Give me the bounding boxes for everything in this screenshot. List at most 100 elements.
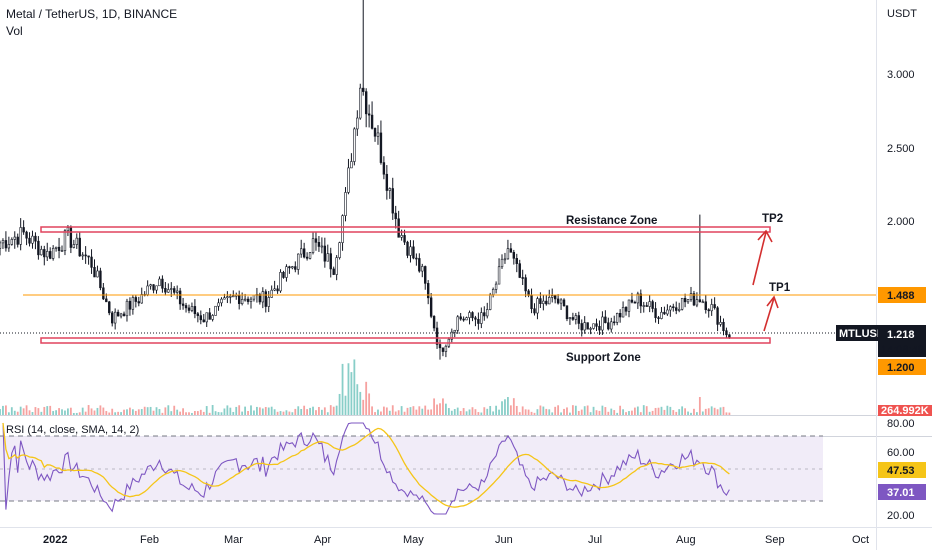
candle — [601, 316, 604, 331]
volume-bar — [663, 409, 666, 415]
candle — [149, 284, 152, 287]
volume-bar — [87, 405, 90, 415]
volume-bar — [498, 409, 500, 415]
volume-bar — [261, 408, 264, 415]
volume-bar — [226, 405, 229, 415]
candle — [453, 329, 456, 333]
volume-bar — [276, 411, 279, 415]
volume-bar — [10, 407, 13, 415]
candle — [654, 308, 657, 318]
candle — [598, 326, 601, 331]
candle — [116, 311, 120, 317]
candle — [364, 91, 368, 115]
volume-bar — [533, 412, 536, 415]
volume-bar — [129, 407, 131, 415]
volume-bar — [326, 412, 329, 415]
volume-bar — [264, 406, 267, 415]
rsi-value-tag-text: 37.01 — [887, 487, 915, 499]
candle — [618, 313, 622, 318]
candle — [49, 251, 52, 259]
volume-bar — [359, 391, 362, 415]
candle — [184, 305, 188, 309]
candle — [494, 283, 498, 290]
volume-bar — [96, 407, 99, 415]
candle — [99, 270, 102, 289]
volume-bar — [524, 409, 527, 415]
candle — [689, 293, 693, 300]
resistance-zone[interactable] — [40, 226, 771, 233]
volume-bar — [297, 406, 300, 415]
volume-bar — [67, 408, 69, 415]
candle — [134, 297, 138, 302]
volume-bar — [111, 408, 114, 415]
volume-bar — [560, 412, 562, 415]
volume-bar — [120, 412, 122, 415]
volume-bar — [554, 406, 557, 415]
candle — [261, 291, 265, 303]
volume-bar — [483, 407, 486, 415]
candle — [25, 231, 28, 239]
candle — [642, 305, 645, 307]
volume-bar — [211, 405, 214, 415]
candle — [441, 347, 445, 352]
volume-bar — [385, 407, 388, 415]
volume-bar — [421, 408, 424, 415]
candle — [394, 212, 397, 220]
candle — [568, 317, 572, 320]
candle — [240, 299, 244, 304]
candle — [639, 293, 643, 307]
volume-bar — [607, 411, 610, 415]
candle — [285, 266, 288, 278]
volume-bar — [571, 405, 574, 415]
time-label: Jul — [588, 534, 602, 546]
volume-bar — [108, 412, 111, 415]
candle — [459, 316, 462, 320]
volume-bar — [439, 403, 441, 415]
volume-bar — [377, 409, 379, 415]
volume-bar — [43, 406, 46, 415]
candle — [350, 161, 353, 169]
volume-bar — [436, 404, 438, 415]
support-zone[interactable] — [40, 337, 771, 344]
candle — [75, 237, 78, 245]
volume-bar — [501, 401, 503, 415]
candle — [43, 249, 46, 258]
volume-bar — [424, 405, 427, 415]
candle — [72, 244, 76, 248]
candle — [362, 87, 365, 92]
volume-bar — [350, 372, 353, 415]
candle — [615, 313, 619, 323]
candle — [438, 344, 442, 349]
volume-bar — [167, 405, 170, 415]
candle — [577, 315, 580, 324]
volume-bar — [347, 363, 350, 415]
candle — [574, 315, 578, 320]
volume-bar — [713, 407, 716, 415]
volume-bar — [654, 407, 657, 415]
volume-bar — [152, 410, 155, 415]
volume-bar — [512, 398, 515, 415]
symbol-title[interactable]: Metal / TetherUS, 1D, BINANCE — [6, 7, 178, 21]
volume-bar — [300, 408, 303, 415]
volume-bar — [639, 412, 642, 415]
resistance-label: Resistance Zone — [566, 215, 657, 227]
volume-bar — [415, 409, 418, 415]
candle — [10, 239, 14, 245]
volume-bar — [196, 411, 199, 415]
candle — [181, 303, 185, 306]
candle — [536, 298, 539, 314]
volume-bar — [690, 412, 692, 415]
candle — [500, 258, 504, 268]
candle — [0, 242, 2, 249]
volume-bar — [471, 407, 474, 415]
rsi-title[interactable]: RSI (14, close, SMA, 14, 2) — [6, 424, 140, 436]
volume-bar — [536, 409, 539, 415]
candle — [556, 298, 560, 304]
volume-bar — [566, 407, 568, 415]
price-unit: USDT — [887, 8, 917, 20]
tp2-arrow-icon — [752, 231, 767, 286]
candle — [503, 258, 507, 261]
candle — [483, 312, 486, 317]
candle — [719, 321, 722, 325]
